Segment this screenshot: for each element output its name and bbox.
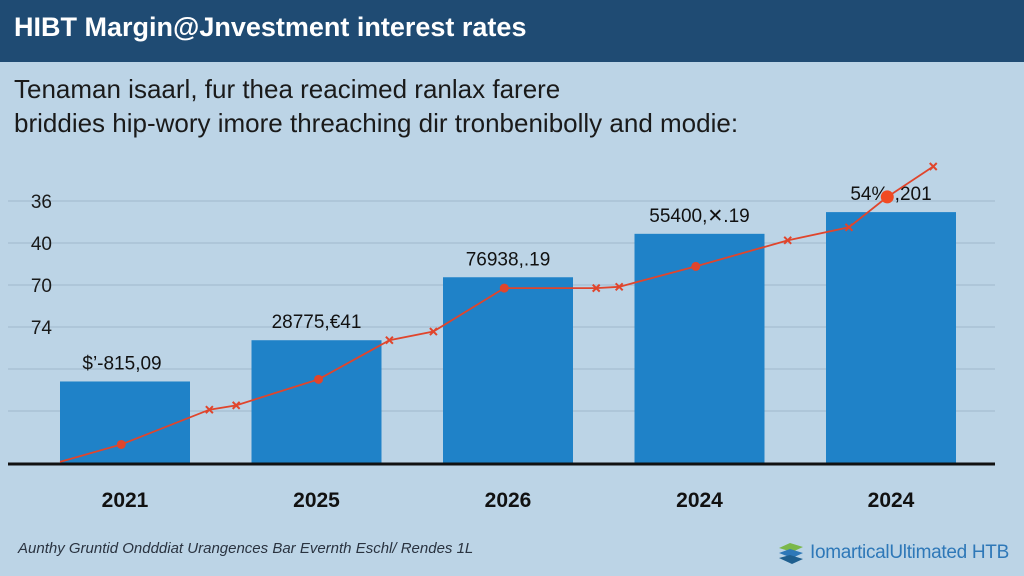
y-tick-label: 70 (31, 276, 52, 297)
trend-point (691, 261, 701, 271)
data-label: 76938,.19 (466, 249, 551, 270)
bar-2026 (443, 277, 573, 464)
trend-point (231, 401, 241, 410)
bar-2025 (251, 340, 382, 464)
trend-point (614, 282, 624, 292)
trend-point (929, 162, 938, 171)
brand: IomarticalUltimated HTB (776, 538, 1009, 568)
x-tick-label: 2025 (293, 489, 340, 512)
y-tick-label: 40 (31, 234, 52, 255)
trend-point (429, 327, 438, 336)
bar-2024 (826, 212, 956, 464)
trend-point (844, 223, 854, 232)
bar-2021 (60, 381, 190, 464)
brand-logo-icon (779, 543, 803, 564)
x-tick-label: 2024 (868, 489, 915, 512)
trend-point (116, 439, 126, 449)
brand-text: IomarticalUltimated HTB (810, 542, 1009, 563)
trend-point (385, 336, 394, 345)
trend-point (783, 236, 792, 245)
chart-subtitle: Tenaman isaarl, fur thea reacimed ranlax… (14, 72, 1004, 140)
trend-point (205, 405, 214, 414)
footer-note: Aunthy Gruntid Ondddiat Urangences Bar E… (18, 540, 474, 557)
data-label: 28775,€41 (272, 312, 362, 333)
bar-2024 (634, 233, 765, 464)
x-tick-label: 2021 (102, 489, 149, 512)
y-tick-label: 74 (31, 318, 53, 339)
subtitle-line-2: briddies hip-wory imore threaching dir t… (14, 108, 739, 138)
trend-point (314, 374, 324, 384)
chart-title: HIBT Margin@Jnvestment interest rates (14, 12, 527, 42)
trend-point (499, 283, 509, 293)
y-tick-label: 36 (31, 192, 52, 213)
x-tick-label: 2026 (485, 489, 532, 512)
data-label: 55400,✕.19 (649, 206, 749, 227)
title-bar: HIBT Margin@Jnvestment interest rates (0, 0, 1024, 62)
x-tick-label: 2024 (676, 489, 723, 512)
subtitle-line-1: Tenaman isaarl, fur thea reacimed ranlax… (14, 74, 561, 104)
trend-point (591, 283, 601, 293)
trend-highlight-point (880, 190, 894, 204)
data-label: $’-815,09 (82, 353, 161, 374)
